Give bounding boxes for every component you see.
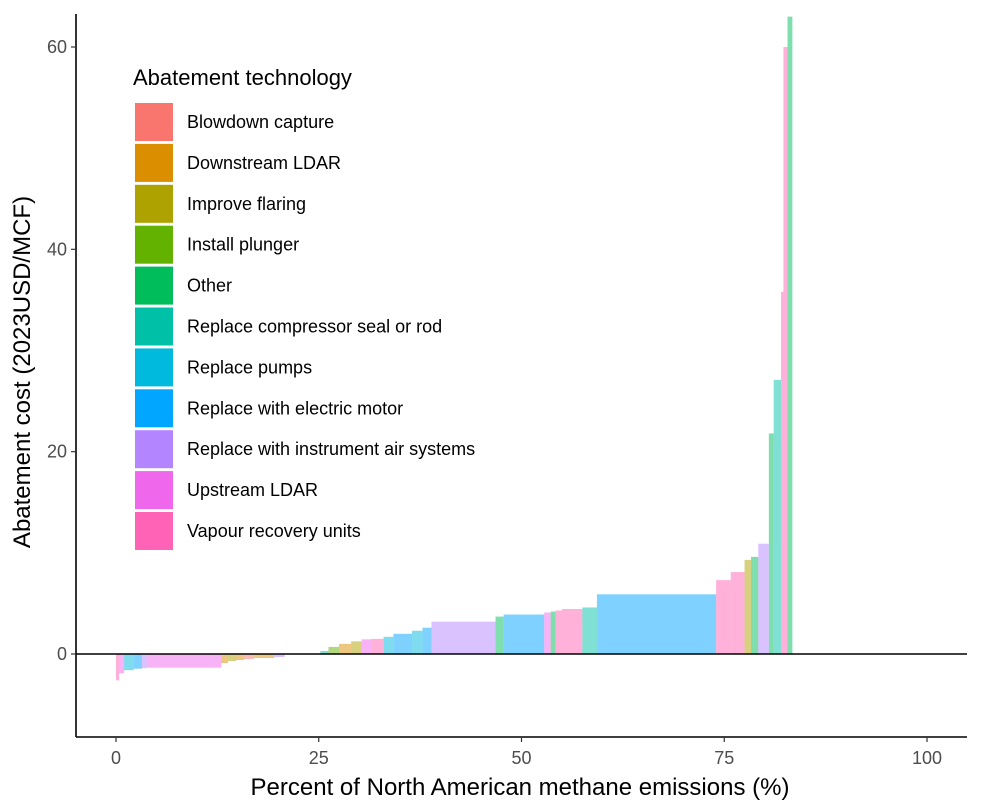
- legend-key: [135, 348, 173, 387]
- bar-segment: [371, 638, 384, 654]
- x-tick-label: 25: [309, 748, 329, 768]
- y-tick-label: 60: [47, 37, 67, 57]
- legend-key: [135, 307, 173, 346]
- legend-key: [135, 225, 173, 264]
- bar-segment: [119, 654, 125, 674]
- bar-segment: [744, 559, 752, 654]
- bar-segment: [244, 654, 254, 660]
- legend-key: [135, 143, 173, 182]
- bar-segment: [431, 621, 496, 654]
- y-tick-label: 20: [47, 442, 67, 462]
- legend-key: [135, 266, 173, 305]
- bar-segment: [503, 614, 545, 654]
- bar-segment: [544, 612, 551, 654]
- bar-segment: [596, 594, 717, 654]
- bar-segment: [339, 643, 352, 654]
- legend-key: [135, 471, 173, 510]
- bar-segment: [758, 543, 769, 654]
- bar-segment: [730, 572, 745, 654]
- legend-label: Replace with instrument air systems: [187, 439, 475, 459]
- y-tick-label: 40: [47, 239, 67, 259]
- legend-key: [135, 512, 173, 550]
- legend-key: [135, 103, 173, 141]
- legend-label: Blowdown capture: [187, 112, 334, 132]
- x-axis-title: Percent of North American methane emissi…: [251, 774, 790, 801]
- legend: Abatement technology Blowdown capture Dow…: [133, 65, 475, 550]
- legend-title: Abatement technology: [133, 65, 352, 90]
- bar-segment: [787, 16, 793, 654]
- x-tick-label: 0: [111, 748, 121, 768]
- bar-segment: [562, 608, 583, 654]
- legend-label: Replace pumps: [187, 357, 312, 377]
- y-axis-ticks: 0 20 40 60: [47, 37, 76, 664]
- bars-group: [116, 16, 793, 681]
- x-axis-ticks: 0 25 50 75 100: [111, 737, 942, 768]
- bar-segment: [361, 639, 372, 654]
- bar-segment: [227, 654, 237, 662]
- bar-segment: [124, 654, 134, 671]
- bar-segment: [320, 650, 329, 654]
- legend-label: Replace with electric motor: [187, 398, 403, 418]
- bar-segment: [550, 611, 556, 654]
- bar-segment: [328, 646, 340, 654]
- bar-segment: [236, 654, 245, 661]
- bar-segment: [146, 654, 222, 668]
- bar-segment: [716, 580, 731, 654]
- bar-segment: [116, 654, 120, 681]
- bar-segment: [582, 607, 597, 654]
- bar-segment: [555, 610, 563, 654]
- bar-segment: [773, 379, 782, 654]
- legend-key: [135, 430, 173, 469]
- x-tick-label: 50: [511, 748, 531, 768]
- legend-key: [135, 389, 173, 428]
- bar-segment: [253, 654, 275, 659]
- bar-segment: [141, 654, 147, 669]
- legend-label: Other: [187, 276, 232, 296]
- legend-key: [135, 184, 173, 223]
- legend-label: Upstream LDAR: [187, 480, 318, 500]
- y-axis-title: Abatement cost (2023USD/MCF): [9, 196, 36, 548]
- legend-label: Downstream LDAR: [187, 153, 341, 173]
- legend-label: Install plunger: [187, 235, 299, 255]
- bar-segment: [274, 654, 285, 658]
- x-tick-label: 100: [912, 748, 942, 768]
- bar-segment: [783, 47, 788, 654]
- bar-segment: [781, 291, 784, 654]
- bar-segment: [221, 654, 228, 664]
- bar-segment: [768, 433, 774, 654]
- bar-segment: [751, 556, 759, 654]
- bar-segment: [393, 633, 413, 654]
- legend-label: Replace compressor seal or rod: [187, 317, 442, 337]
- bar-segment: [422, 627, 432, 654]
- bar-segment: [133, 654, 142, 669]
- bar-segment: [412, 630, 423, 654]
- legend-label: Improve flaring: [187, 194, 306, 214]
- bar-segment: [351, 641, 362, 654]
- x-tick-label: 75: [714, 748, 734, 768]
- bar-segment: [495, 616, 504, 654]
- y-tick-label: 0: [57, 644, 67, 664]
- legend-label: Vapour recovery units: [187, 521, 361, 541]
- bar-segment: [383, 636, 394, 654]
